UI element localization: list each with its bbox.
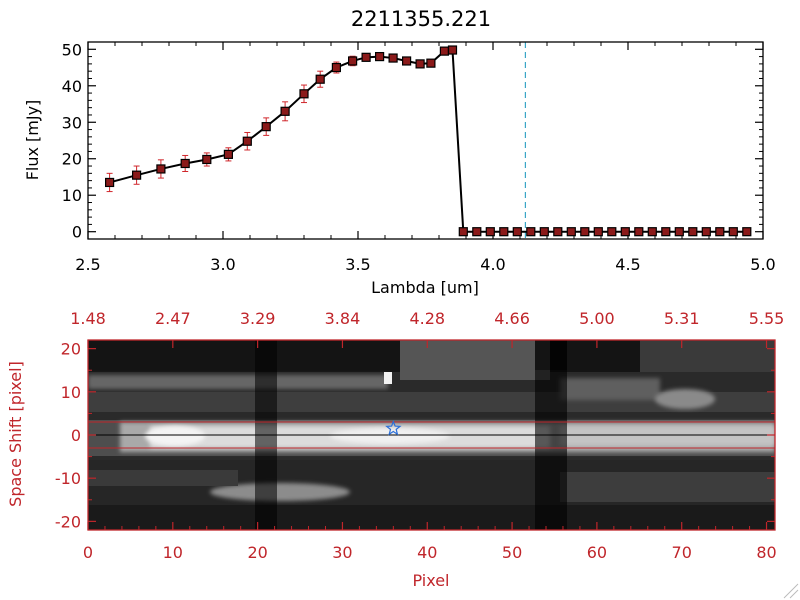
x-tick-label: 2.5 [75, 255, 100, 274]
data-point [634, 227, 644, 237]
y-tick-label: 50 [62, 40, 82, 59]
data-point [132, 170, 142, 180]
data-point [485, 227, 495, 237]
data-point [261, 122, 271, 132]
data-point [512, 227, 522, 237]
spectrum-series-line [109, 48, 747, 233]
pixel-tick-label: 50 [502, 543, 522, 562]
data-point [661, 227, 671, 237]
data-point [580, 227, 590, 237]
data-point [180, 158, 190, 169]
data-point [728, 227, 738, 237]
pixel-tick-label: 10 [163, 543, 183, 562]
pixel-tick-labels: 0 10 20 30 40 50 60 70 80 [83, 543, 777, 562]
wavelength-tick-label: 4.66 [494, 309, 530, 328]
y-tick-label: 30 [62, 113, 82, 132]
space-shift-tick-label: 10 [61, 383, 81, 402]
pixel-tick-label: 0 [83, 543, 93, 562]
data-point [742, 227, 752, 237]
data-point [526, 227, 536, 237]
chart-title: 2211355.221 [351, 7, 491, 31]
pixel-tick-label: 60 [587, 543, 607, 562]
spectrum-plot-frame [87, 41, 764, 240]
data-point [715, 227, 725, 237]
data-point [280, 106, 290, 116]
wavelength-tick-label: 1.48 [70, 309, 106, 328]
image-axis-ticks [87, 340, 775, 530]
data-point [426, 58, 436, 68]
wavelength-tick-label: 3.84 [325, 309, 361, 328]
data-point [348, 56, 358, 66]
data-point [458, 227, 468, 237]
x-tick-label: 3.5 [345, 255, 370, 274]
data-point [674, 227, 684, 237]
pixel-tick-label: 20 [247, 543, 267, 562]
pixel-tick-label: 80 [756, 543, 776, 562]
data-point [593, 227, 603, 237]
y-axis-label: Flux [mJy] [23, 100, 42, 181]
data-point [620, 227, 630, 237]
pixel-tick-label: 40 [417, 543, 437, 562]
data-point [472, 227, 482, 237]
data-point [415, 59, 425, 69]
data-point [331, 62, 341, 73]
x-tick-label: 5.0 [750, 255, 775, 274]
wavelength-tick-label: 2.47 [155, 309, 191, 328]
data-point [156, 164, 166, 174]
space-shift-axis-label: Space Shift [pixel] [6, 361, 25, 507]
source-star-icon [385, 419, 402, 436]
space-shift-tick-label: 0 [71, 426, 81, 445]
wavelength-tick-label: 5.00 [579, 309, 615, 328]
y-tick-label: 20 [62, 150, 82, 169]
wavelength-tick-label: 4.28 [409, 309, 445, 328]
x-tick-labels: 2.5 3.0 3.5 4.0 4.5 5.0 [75, 255, 775, 274]
x-tick-label: 4.5 [615, 255, 640, 274]
space-shift-tick-labels: -20 -10 0 10 20 [55, 340, 81, 532]
wavelength-tick-label: 5.55 [749, 309, 785, 328]
space-shift-tick-label: -20 [55, 512, 81, 531]
space-shift-tick-label: 20 [61, 340, 81, 359]
data-point [647, 227, 657, 237]
data-point [447, 45, 458, 55]
data-point [688, 227, 698, 237]
data-point [701, 227, 711, 237]
data-point [388, 53, 398, 63]
data-point [242, 136, 252, 146]
y-tick-labels: 0 10 20 30 40 50 [62, 40, 82, 241]
data-point [499, 227, 509, 237]
data-point [607, 227, 617, 237]
data-point [202, 154, 212, 165]
x-axis-label: Lambda [um] [371, 278, 479, 297]
wavelength-tick-labels: 1.48 2.47 3.29 3.84 4.28 4.66 5.00 5.31 5.55 [70, 309, 784, 328]
data-point [539, 227, 549, 237]
data-point [104, 177, 115, 188]
data-point [553, 227, 563, 237]
spectrum-markers [104, 45, 752, 237]
space-shift-tick-label: -10 [55, 469, 81, 488]
data-point [439, 46, 449, 56]
x-tick-label: 4.0 [480, 255, 505, 274]
data-point [566, 227, 576, 237]
y-tick-label: 10 [62, 186, 82, 205]
spectrum-axes [87, 42, 764, 239]
resize-grip-icon[interactable] [783, 583, 799, 599]
pixel-axis-label: Pixel [412, 571, 449, 590]
data-point [223, 149, 233, 159]
pixel-tick-label: 30 [332, 543, 352, 562]
wavelength-tick-label: 5.31 [664, 309, 700, 328]
image-panel: 0 10 20 30 40 50 60 70 80 1.48 2.47 3.29 3.84 4.28 4.… [6, 309, 784, 590]
pixel-tick-label: 70 [672, 543, 692, 562]
y-tick-label: 40 [62, 77, 82, 96]
y-tick-label: 0 [72, 223, 82, 242]
x-tick-label: 3.0 [210, 255, 235, 274]
data-point [299, 89, 309, 99]
data-point [361, 52, 371, 62]
data-point [375, 51, 385, 62]
data-point [315, 74, 325, 84]
wavelength-tick-label: 3.29 [240, 309, 276, 328]
spectrum-panel: 2211355.221 2.5 3.0 3.5 4.0 4.5 5.0 0 10 20 30 40… [23, 7, 776, 297]
data-point [402, 56, 412, 66]
